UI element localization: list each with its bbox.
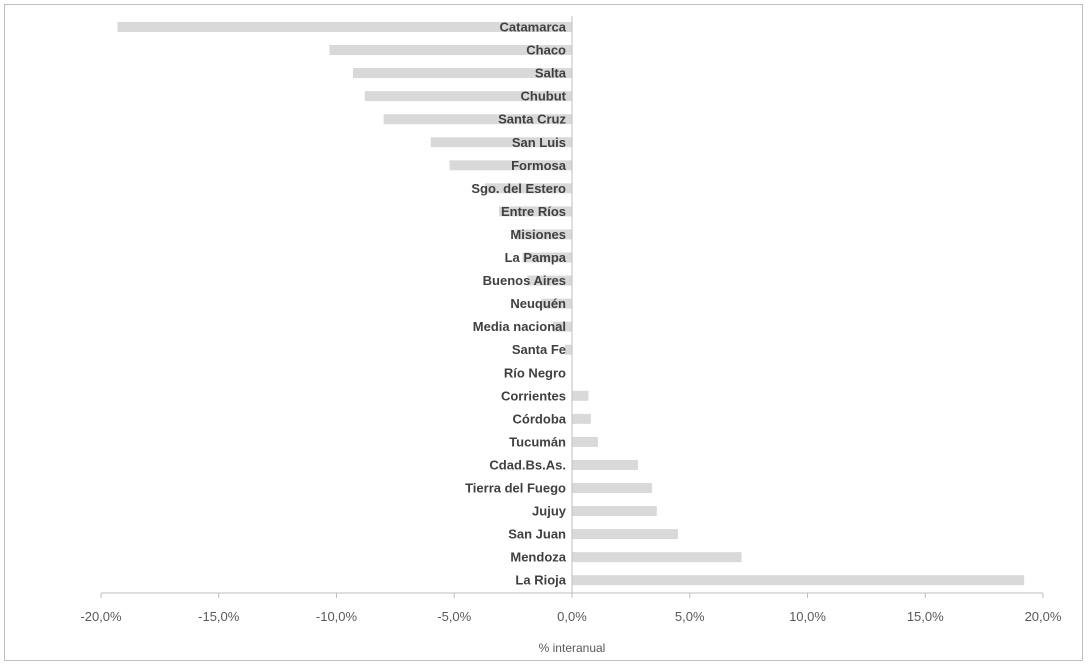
bar-tierra-del-fuego [572,483,653,493]
bar-la-rioja [572,575,1025,586]
category-label: Santa Cruz [498,112,566,127]
bars-group [117,22,1025,586]
bar-catamarca [117,22,572,32]
x-tick-label: 5,0% [675,609,705,624]
bar-chubut [364,91,572,102]
bar-la-pampa [522,252,572,263]
category-label: Tierra del Fuego [465,481,566,496]
bar-tucum-n [572,436,598,447]
category-label: Media nacional [473,319,566,334]
category-label: San Juan [508,527,566,542]
bar-salta [352,68,572,79]
bar-sgo-del-estero [484,183,572,194]
bar-san-juan [572,529,678,540]
bar-chaco [329,45,572,56]
x-tick-label: -5,0% [437,609,471,624]
category-label: Tucumán [509,434,566,449]
category-label: Cdad.Bs.As. [489,457,566,472]
category-label: Misiones [510,227,566,242]
category-label: Sgo. del Estero [471,181,566,196]
category-labels-group: Catamarca Chaco Salta Chubut Santa Cruz San L… [465,20,567,588]
category-label: La Pampa [505,250,567,265]
category-label: Santa Fe [512,342,566,357]
category-label: Salta [535,66,567,81]
x-tick-label: 20,0% [1025,609,1062,624]
bar-santa-fe [564,344,572,355]
x-ticks-group: -20,0% -15,0% -10,0% -5,0% 0,0% 5,0% 10,0% 15,0… [80,593,1062,624]
x-tick-label: 10,0% [789,609,826,624]
category-label: Río Negro [504,365,566,380]
category-label: Formosa [511,158,567,173]
bar-c-rdoba [572,413,591,424]
category-label: Neuquén [510,296,566,311]
category-label: Jujuy [532,504,567,519]
category-label: Chubut [521,89,567,104]
x-tick-label: 0,0% [557,609,587,624]
category-label: San Luis [512,135,566,150]
x-tick-label: -10,0% [316,609,358,624]
category-label: Chaco [526,43,566,58]
x-tick-label: -15,0% [198,609,240,624]
chart-frame [4,4,1083,661]
category-label: Corrientes [501,388,566,403]
category-label: La Rioja [515,573,566,588]
x-axis-title: % interanual [539,641,606,655]
bar-santa-cruz [383,114,572,125]
category-label: Entre Ríos [501,204,566,219]
category-label: Córdoba [513,411,567,426]
bar-san-luis [430,137,572,148]
bar-corrientes [572,390,589,401]
x-tick-label: 15,0% [907,609,944,624]
axes-group [101,16,1043,594]
bar-mendoza [572,552,742,563]
category-label: Mendoza [510,550,566,565]
bar-cdad-bs-as- [572,459,638,470]
category-label: Catamarca [500,20,567,35]
bar-jujuy [572,506,657,517]
bar-entre-r-os [499,206,572,217]
x-tick-label: -20,0% [80,609,122,624]
bar-buenos-aires [527,275,572,286]
bar-formosa [449,160,572,171]
category-label: Buenos Aires [483,273,566,288]
bar-neuqu-n [541,298,572,309]
bar-misiones [515,229,572,240]
bar-media-nacional [553,321,572,332]
